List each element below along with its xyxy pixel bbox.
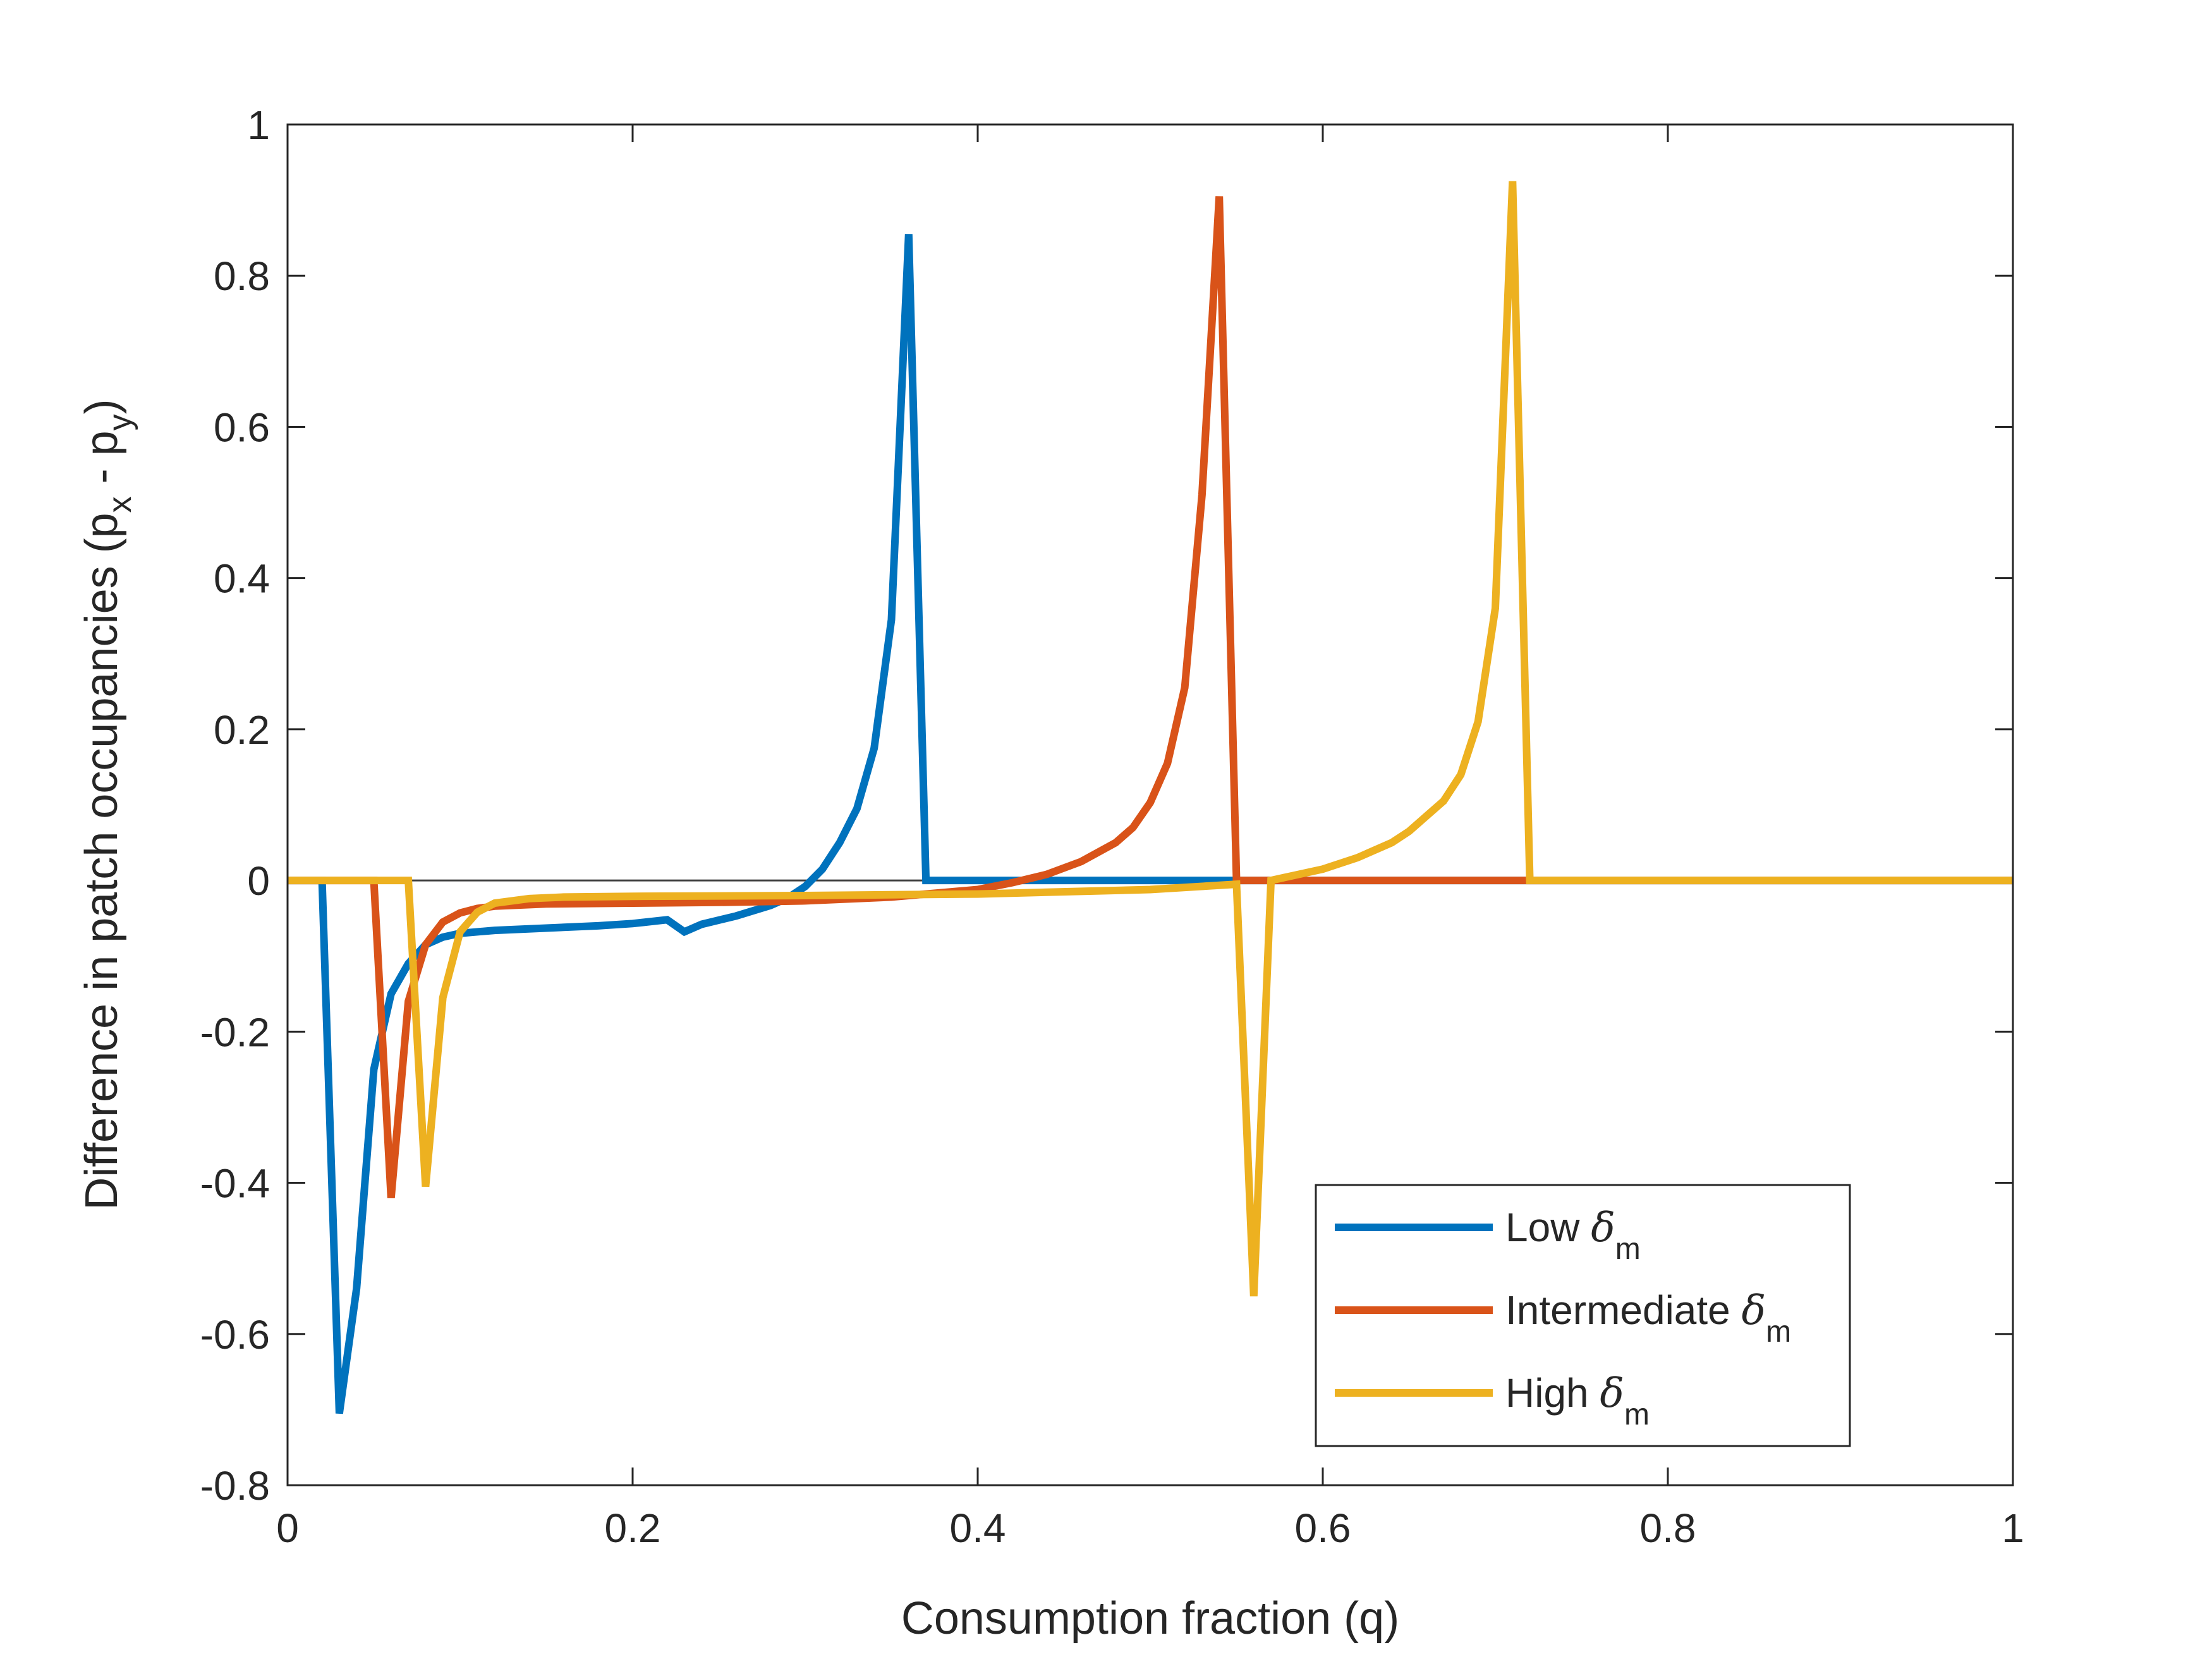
y-axis-label-end: ) [76, 399, 127, 414]
y-axis-label-sub-x: x [102, 496, 138, 513]
legend-entry-low: Low δm [1505, 1205, 1641, 1266]
data-series [288, 181, 2013, 1414]
y-tick-label: -0.8 [200, 1463, 270, 1509]
x-tick-label: 1 [2002, 1505, 2024, 1551]
x-tick-label: 0.8 [1640, 1505, 1696, 1551]
series-line-high [288, 181, 2013, 1297]
x-tick-label: 0.2 [605, 1505, 661, 1551]
y-tick-label: 0.2 [214, 707, 270, 753]
x-axis-label: Consumption fraction (q) [901, 1593, 1399, 1644]
x-tick-label: 0.4 [950, 1505, 1006, 1551]
x-tick-label: 0 [276, 1505, 299, 1551]
tick-labels: 0 0.2 0.4 0.6 0.8 1 -0.8 -0.6 -0.4 -0.2 0 0.2 0.4 0.6… [200, 102, 2024, 1551]
y-axis-label: Difference in patch occupancies (px - py… [76, 399, 138, 1210]
legend-items: Low δm Intermediate δm High δm [1335, 1205, 1791, 1431]
y-tick-label: 0 [247, 858, 270, 904]
y-tick-label: 0.6 [214, 404, 270, 450]
y-tick-label: -0.2 [200, 1009, 270, 1055]
y-tick-label: 1 [247, 102, 270, 148]
y-tick-label: 0.8 [214, 253, 270, 299]
y-axis-label-main: Difference in patch occupancies (p [76, 513, 127, 1210]
y-tick-label: -0.4 [200, 1161, 270, 1206]
y-axis-label-sub-y: y [102, 414, 138, 430]
x-tick-label: 0.6 [1295, 1505, 1351, 1551]
plot-frame [286, 123, 2014, 1486]
series-line-intermediate [288, 196, 2013, 1199]
legend-entry-high: High δm [1505, 1370, 1650, 1431]
y-tick-label: -0.6 [200, 1312, 270, 1358]
y-tick-label: 0.4 [214, 556, 270, 602]
legend: Low δm Intermediate δm High δm [1315, 1184, 1851, 1447]
legend-entry-intermediate: Intermediate δm [1505, 1287, 1791, 1349]
y-axis-label-mid: - p [76, 430, 127, 496]
